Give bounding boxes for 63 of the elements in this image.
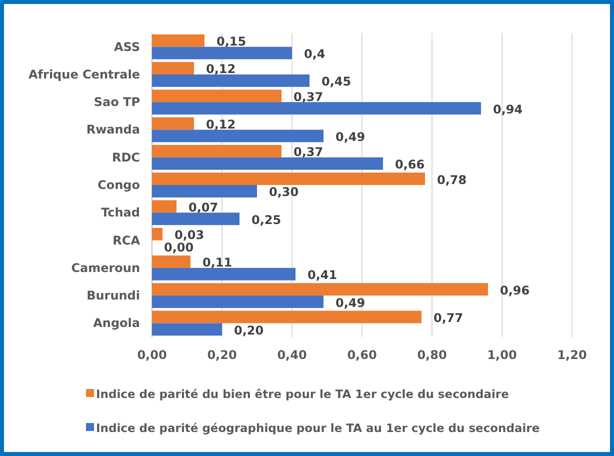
bar xyxy=(152,74,310,87)
x-tick-label: 0,80 xyxy=(417,348,447,362)
bar xyxy=(152,34,204,47)
bar xyxy=(152,283,488,296)
bar xyxy=(152,296,324,308)
bar xyxy=(152,268,296,280)
x-tick-label: 0,40 xyxy=(277,348,307,362)
data-label: 0,20 xyxy=(234,323,264,338)
y-tick-label: Congo xyxy=(98,178,140,192)
data-label: 0,12 xyxy=(206,118,236,132)
bar xyxy=(152,185,257,198)
y-tick-label: Angola xyxy=(93,316,140,330)
data-label: 0,03 xyxy=(174,228,204,242)
legend-label: Indice de parité du bien être pour le TA 1er cycle du secondaire xyxy=(96,387,510,401)
bar xyxy=(152,228,162,240)
data-label: 0,4 xyxy=(304,47,326,62)
y-tick-label: Afrique Centrale xyxy=(28,67,140,82)
y-tick-label: RDC xyxy=(112,150,140,164)
y-tick-label: ASS xyxy=(114,40,140,54)
x-tick-label: 1,20 xyxy=(557,348,587,362)
x-tick-label: 0,60 xyxy=(347,348,377,362)
data-label: 0,37 xyxy=(294,90,324,104)
data-label: 0,49 xyxy=(336,296,366,310)
bar xyxy=(152,200,176,213)
bar xyxy=(152,117,194,130)
bar xyxy=(152,255,190,268)
bar xyxy=(152,62,194,74)
data-label: 0,07 xyxy=(188,200,218,214)
x-tick-label: 0,20 xyxy=(207,348,237,362)
data-label: 0,25 xyxy=(252,212,282,227)
bar xyxy=(152,144,282,158)
data-label: 0,78 xyxy=(437,172,467,187)
y-tick-label: RCA xyxy=(112,233,141,248)
bar xyxy=(152,323,222,336)
legend-label: Indice de parité géographique pour le TA au 1er cycle du secondaire xyxy=(96,421,540,435)
y-tick-label: Rwanda xyxy=(86,122,140,137)
bar xyxy=(152,157,383,170)
data-label: 0,49 xyxy=(336,130,366,144)
data-label: 0,37 xyxy=(294,145,324,160)
y-tick-label: Cameroun xyxy=(71,260,140,275)
data-label: 0,94 xyxy=(493,102,523,116)
data-label: 0,00 xyxy=(164,240,194,254)
bar xyxy=(152,90,282,102)
data-label: 0,12 xyxy=(206,62,236,76)
data-label: 0,30 xyxy=(269,185,299,200)
x-tick-label: 1,00 xyxy=(487,348,517,362)
y-tick-label: Tchad xyxy=(101,206,140,220)
data-label: 0,41 xyxy=(308,268,338,282)
bar xyxy=(152,172,425,185)
data-label: 0,45 xyxy=(322,74,352,89)
y-tick-label: Sao TP xyxy=(94,95,140,110)
data-label: 0,96 xyxy=(500,283,530,298)
x-tick-label: 0,00 xyxy=(137,348,167,362)
data-label: 0,15 xyxy=(216,34,246,49)
bar xyxy=(152,212,240,226)
bar xyxy=(152,310,422,324)
y-tick-label: Burundi xyxy=(86,288,140,303)
bar xyxy=(152,102,481,115)
bar xyxy=(152,130,324,142)
data-label: 0,77 xyxy=(434,310,464,325)
data-label: 0,66 xyxy=(395,158,425,172)
bar xyxy=(152,46,292,60)
data-label: 0,11 xyxy=(202,256,232,270)
